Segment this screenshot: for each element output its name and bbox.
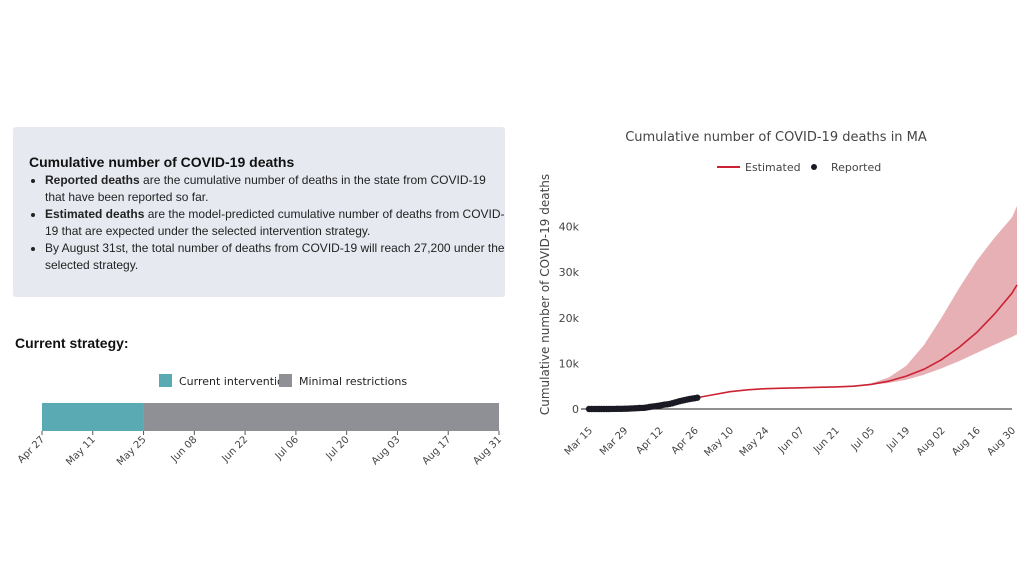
estimated-confidence-band bbox=[679, 206, 1017, 401]
timeline-tick-label: Jun 08 bbox=[169, 434, 200, 465]
x-tick-label: Jul 19 bbox=[884, 425, 912, 453]
x-tick-label: Mar 15 bbox=[563, 425, 595, 457]
x-tick-label: Aug 02 bbox=[915, 425, 948, 458]
x-tick-label: Aug 30 bbox=[985, 425, 1018, 458]
legend-swatch-minimal-restrictions bbox=[279, 374, 292, 387]
info-bullet-reported: Reported deaths are the cumulative numbe… bbox=[45, 172, 507, 206]
timeline-segment-minimal-restrictions bbox=[143, 403, 500, 431]
x-tick-label: Apr 26 bbox=[670, 425, 701, 456]
chart-series bbox=[679, 284, 1018, 402]
info-bullet-list: Reported deaths are the cumulative numbe… bbox=[29, 172, 507, 274]
x-tick-label: Apr 12 bbox=[634, 425, 665, 456]
timeline-tick-label: Apr 27 bbox=[16, 434, 47, 465]
chart-title: Cumulative number of COVID-19 deaths in … bbox=[625, 130, 927, 145]
timeline-tick-label: Jul 20 bbox=[324, 434, 352, 462]
y-tick-label: 10k bbox=[559, 357, 580, 370]
info-title: Cumulative number of COVID-19 deaths bbox=[29, 154, 295, 170]
legend-label-minimal-restrictions: Minimal restrictions bbox=[299, 375, 407, 388]
info-bullet-estimated: Estimated deaths are the model-predicted… bbox=[45, 206, 507, 240]
timeline-tick-label: Jun 22 bbox=[219, 434, 250, 465]
bullet-bold-term: Reported deaths bbox=[45, 173, 140, 187]
x-tick-label: May 10 bbox=[702, 425, 736, 459]
strategy-heading: Current strategy: bbox=[15, 335, 129, 351]
strategy-timeline: Current intervention Minimal restrictions… bbox=[16, 374, 504, 468]
info-bullet-total: By August 31st, the total number of deat… bbox=[45, 240, 507, 274]
timeline-tick-label: Jul 06 bbox=[273, 434, 301, 462]
timeline-segment-current-intervention bbox=[42, 403, 144, 431]
legend-estimated-label: Estimated bbox=[745, 161, 801, 174]
legend-swatch-current-intervention bbox=[159, 374, 172, 387]
bullet-text: By August 31st, the total number of deat… bbox=[45, 241, 505, 272]
y-tick-label: 0 bbox=[572, 403, 579, 416]
estimated-band bbox=[679, 206, 1017, 401]
reported-points bbox=[585, 394, 701, 413]
y-tick-label: 20k bbox=[559, 312, 580, 325]
x-tick-label: Jul 05 bbox=[849, 425, 877, 453]
timeline-tick-label: May 25 bbox=[115, 434, 149, 468]
timeline-tick-label: Aug 03 bbox=[370, 434, 403, 467]
legend-reported-label: Reported bbox=[831, 161, 881, 174]
bullet-text: are the cumulative number of deaths in t… bbox=[45, 173, 486, 204]
timeline-tick-label: May 11 bbox=[64, 434, 98, 468]
deaths-chart: Cumulative number of COVID-19 deaths in … bbox=[538, 130, 1018, 459]
x-tick-label: Jun 21 bbox=[811, 425, 842, 456]
reported-point bbox=[694, 394, 701, 401]
timeline-legend: Current intervention Minimal restrictions bbox=[159, 374, 407, 388]
timeline-bars bbox=[42, 403, 500, 431]
y-tick-label: 30k bbox=[559, 266, 580, 279]
y-axis-label: Cumulative number of COVID-19 deaths bbox=[538, 174, 552, 415]
x-tick-label: Aug 16 bbox=[950, 425, 983, 458]
x-tick-label: Jun 07 bbox=[776, 425, 807, 456]
chart-legend: Estimated Reported bbox=[717, 161, 881, 174]
x-tick-label: May 24 bbox=[738, 425, 772, 459]
legend-label-current-intervention: Current intervention bbox=[179, 375, 291, 388]
timeline-ticks: Apr 27 May 11 May 25 Jun 08 Jun 22 Jul 06 Jul … bbox=[16, 431, 504, 468]
x-tick-label: Mar 29 bbox=[598, 425, 630, 457]
timeline-tick-label: Aug 31 bbox=[471, 434, 504, 467]
timeline-tick-label: Aug 17 bbox=[421, 434, 454, 467]
bullet-bold-term: Estimated deaths bbox=[45, 207, 145, 221]
y-tick-label: 40k bbox=[559, 221, 580, 234]
estimated-line bbox=[679, 284, 1018, 402]
bullet-text: are the model-predicted cumulative numbe… bbox=[45, 207, 505, 238]
info-panel: Cumulative number of COVID-19 deaths Rep… bbox=[13, 127, 505, 297]
legend-reported-marker bbox=[811, 164, 817, 170]
